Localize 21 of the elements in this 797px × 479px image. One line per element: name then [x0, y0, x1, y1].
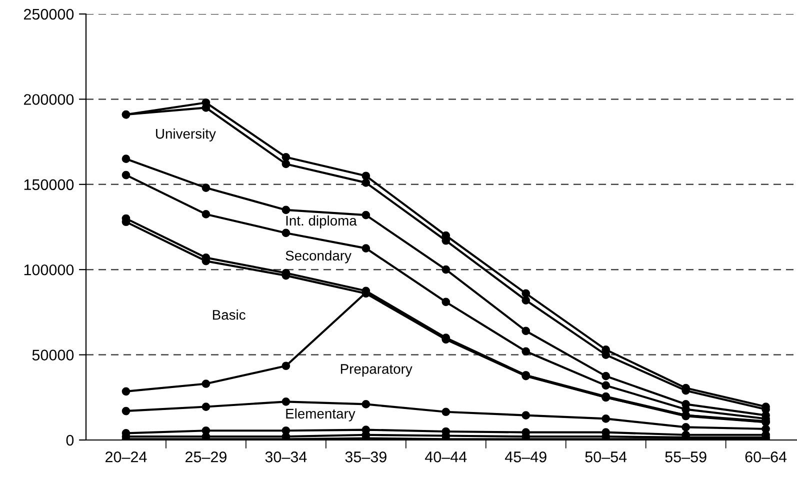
y-tick-label: 200000: [24, 94, 74, 105]
x-tick-label: 50–54: [585, 452, 627, 462]
annotation: Int. diploma: [286, 215, 357, 228]
x-tick-label: 60–64: [745, 452, 787, 462]
annotation: University: [156, 128, 216, 142]
y-tick-label: 100000: [24, 264, 74, 276]
annotation: Elementary: [286, 408, 356, 422]
y-tick-label: 50000: [32, 350, 74, 360]
x-tick-label: 55–59: [665, 452, 706, 462]
x-tick-label: 30–34: [265, 452, 307, 462]
annotation: Preparatory: [340, 364, 412, 377]
x-tick-label: 45–49: [504, 452, 546, 462]
x-tick-label: 25–29: [185, 452, 226, 462]
x-tick-label: 40–44: [425, 452, 467, 462]
x-tick-label: 35–39: [345, 452, 386, 462]
y-tick-label: 150000: [24, 179, 74, 190]
y-tick-label: 250000: [24, 8, 74, 20]
y-tick-label: 0: [66, 434, 74, 446]
annotation: Secondary: [286, 250, 352, 264]
annotation: Basic: [212, 310, 246, 320]
x-tick-label: 20–24: [106, 452, 147, 462]
